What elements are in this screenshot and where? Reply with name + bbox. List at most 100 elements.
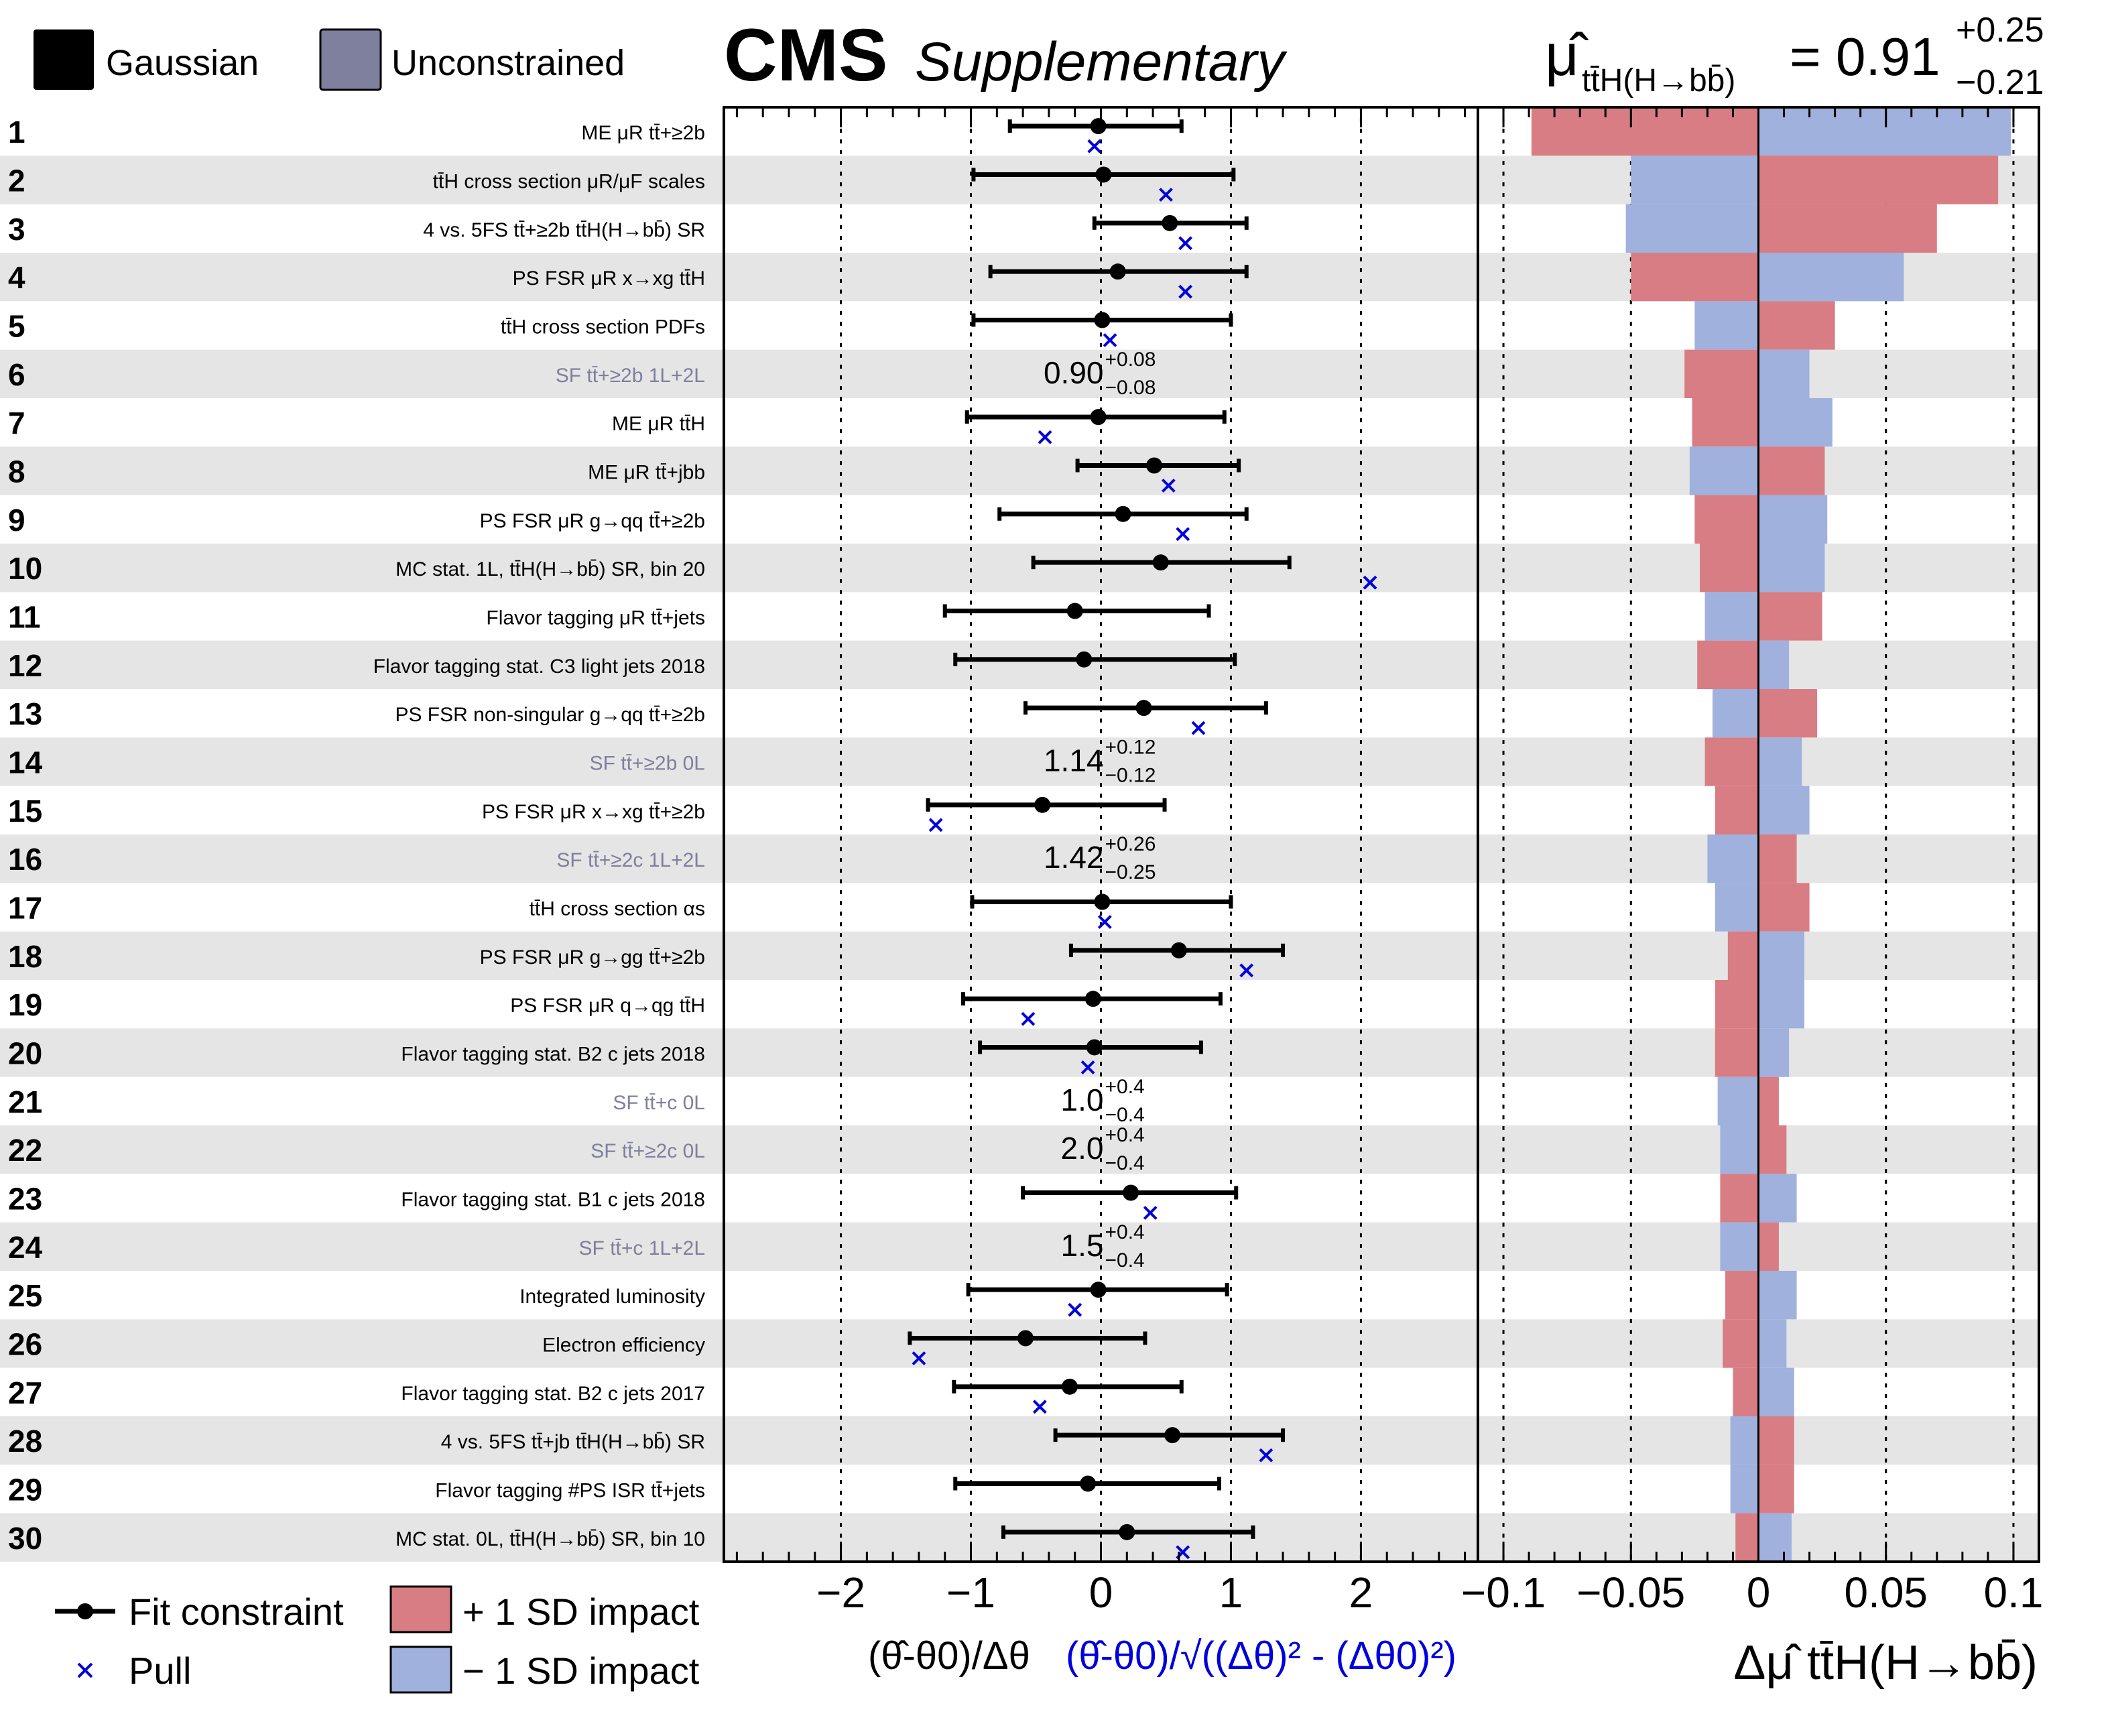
axis-ticks: −2 −1 0 1 2 −0.1 −0.05 0 0.05 0.1 (θ̂-θ0)/Δθ (θ̂-θ0… bbox=[735, 107, 2043, 1690]
legend: Gaussian Unconstrained Fit constraint Pull +… bbox=[34, 28, 700, 1694]
row-rank: 28 bbox=[8, 1424, 42, 1459]
parameter-label: PS FSR μR x→xg tt̄H bbox=[513, 267, 705, 290]
plus-impact-bar bbox=[1758, 204, 1937, 253]
parameter-label: tt̄H cross section μR/μF scales bbox=[433, 171, 705, 193]
pull-marker bbox=[1068, 1302, 1082, 1317]
minus-impact-bar bbox=[1730, 1416, 1759, 1465]
minus-impact-bar bbox=[1758, 1174, 1797, 1223]
minus-impact-bar bbox=[1625, 204, 1759, 253]
plus-impact-bar bbox=[1699, 544, 1759, 593]
plus-impact-bar bbox=[1723, 1319, 1759, 1368]
plus-impact-bar bbox=[1725, 1271, 1759, 1320]
plus-impact-bar bbox=[1758, 592, 1822, 641]
minus-impact-bar bbox=[1758, 107, 2011, 156]
pull-marker-stroke bbox=[1097, 915, 1112, 929]
minus-impact-bar bbox=[1694, 301, 1759, 350]
parameter-label: PS FSR μR q→qg tt̄H bbox=[510, 995, 705, 1017]
row-rank: 1 bbox=[8, 115, 25, 149]
minus-impact-bar bbox=[1758, 737, 1802, 786]
pull-marker bbox=[1161, 479, 1176, 493]
minus-impact-bar bbox=[1631, 156, 1759, 204]
pull-marker-stroke bbox=[1363, 575, 1377, 590]
pull-marker-stroke bbox=[1178, 284, 1192, 299]
parameter-label: ME μR tt̄+≥2b bbox=[581, 122, 705, 144]
row-rank: 19 bbox=[8, 987, 42, 1022]
pull-marker bbox=[1178, 236, 1192, 251]
impact-tick-label: 0 bbox=[1747, 1568, 1771, 1617]
legend-plus-label: + 1 SD impact bbox=[462, 1591, 700, 1633]
row-rank: 8 bbox=[8, 454, 25, 489]
row-rank: 20 bbox=[8, 1036, 42, 1071]
legend-unconstrained-label: Unconstrained bbox=[391, 43, 625, 83]
fit-constraint-point bbox=[1090, 1282, 1107, 1298]
row-rank: 12 bbox=[8, 648, 42, 683]
pull-axis-title-alt: (θ̂-θ0)/√((Δθ)² - (Δθ0)²) bbox=[1066, 1634, 1456, 1678]
pull-marker bbox=[1239, 963, 1254, 978]
minus-impact-bar bbox=[1758, 640, 1790, 689]
minus-impact-bar bbox=[1720, 1222, 1759, 1271]
fit-constraint-point bbox=[1084, 991, 1101, 1007]
pull-marker-stroke bbox=[1159, 188, 1173, 202]
minus-impact-bar bbox=[1758, 1513, 1792, 1562]
minus-impact-bar bbox=[1717, 1076, 1759, 1125]
fit-constraint-point bbox=[1017, 1330, 1034, 1347]
unconstrained-err-down: −0.4 bbox=[1105, 1249, 1145, 1272]
plus-impact-bar bbox=[1735, 1513, 1759, 1562]
fit-constraint-point bbox=[1086, 1039, 1103, 1056]
pull-marker-stroke bbox=[1259, 1448, 1274, 1463]
pull-marker-stroke bbox=[928, 818, 943, 832]
pull-marker-stroke bbox=[1087, 139, 1102, 153]
pull-marker bbox=[1178, 284, 1192, 299]
pull-marker-stroke bbox=[1103, 333, 1117, 347]
pull-marker bbox=[1097, 915, 1112, 929]
pull-marker bbox=[1176, 527, 1190, 542]
unconstrained-err-down: −0.12 bbox=[1105, 765, 1156, 787]
pull-marker bbox=[1159, 188, 1173, 202]
plus-impact-bar bbox=[1758, 1416, 1794, 1465]
poi-subscript: tt̄H(H→bb̄) bbox=[1582, 63, 1735, 99]
row-band bbox=[0, 1125, 2039, 1174]
row-rank: 16 bbox=[8, 842, 42, 877]
parameter-label: tt̄H cross section PDFs bbox=[501, 316, 705, 338]
impact-tick-label: 0.05 bbox=[1844, 1568, 1928, 1617]
row-rank: 22 bbox=[8, 1133, 42, 1168]
fit-constraint-point bbox=[1170, 942, 1187, 958]
plus-impact-bar bbox=[1684, 349, 1759, 398]
legend-minus-label: − 1 SD impact bbox=[462, 1650, 700, 1692]
minus-impact-bar bbox=[1758, 980, 1804, 1029]
fit-constraint-point bbox=[1162, 214, 1178, 231]
fit-constraint-point bbox=[1090, 118, 1107, 135]
minus-impact-bar bbox=[1758, 1367, 1794, 1416]
plus-impact-bar bbox=[1758, 834, 1797, 883]
unconstrained-value: 1.14 bbox=[1044, 743, 1104, 778]
parameter-label: SF tt̄+≥2b 1L+2L bbox=[556, 365, 705, 387]
parameter-label: SF tt̄+≥2c 1L+2L bbox=[556, 849, 705, 871]
pull-marker-stroke bbox=[1143, 1206, 1158, 1220]
parameter-label: 4 vs. 5FS tt̄+≥2b tt̄H(H→bb̄) SR bbox=[423, 219, 705, 241]
pull-marker-stroke bbox=[1161, 479, 1176, 493]
parameter-label: ME μR tt̄H bbox=[612, 413, 705, 435]
impact-tick-label: 0.1 bbox=[1983, 1568, 2043, 1617]
fit-constraint-point bbox=[1164, 1427, 1181, 1444]
minus-impact-bar bbox=[1704, 592, 1759, 641]
plus-impact-bar bbox=[1720, 1174, 1759, 1223]
row-rank: 18 bbox=[8, 939, 42, 974]
pull-marker bbox=[1103, 333, 1117, 347]
row-rank: 2 bbox=[8, 164, 25, 198]
legend-minus-swatch bbox=[389, 1646, 452, 1694]
pull-marker-stroke bbox=[1080, 1060, 1095, 1074]
parameter-label: Flavor tagging #PS ISR tt̄+jets bbox=[435, 1480, 705, 1502]
header: CMS Supplementary μ̂ tt̄H(H→bb̄) = 0.91 +0.25… bbox=[724, 11, 2044, 102]
row-rank: 17 bbox=[8, 891, 42, 926]
plus-impact-bar bbox=[1758, 1125, 1787, 1174]
legend-gaussian-label: Gaussian bbox=[106, 43, 259, 83]
legend-plus-swatch bbox=[389, 1585, 452, 1633]
fit-constraint-point bbox=[1119, 1524, 1135, 1540]
plus-impact-bar bbox=[1694, 495, 1759, 544]
pull-marker bbox=[1032, 1400, 1047, 1414]
fit-constraint-point bbox=[1095, 166, 1112, 183]
row-band bbox=[0, 1416, 2039, 1465]
row-rank: 27 bbox=[8, 1375, 42, 1410]
pull-tick-label: 2 bbox=[1349, 1568, 1373, 1617]
pull-marker-stroke bbox=[1032, 1400, 1047, 1414]
